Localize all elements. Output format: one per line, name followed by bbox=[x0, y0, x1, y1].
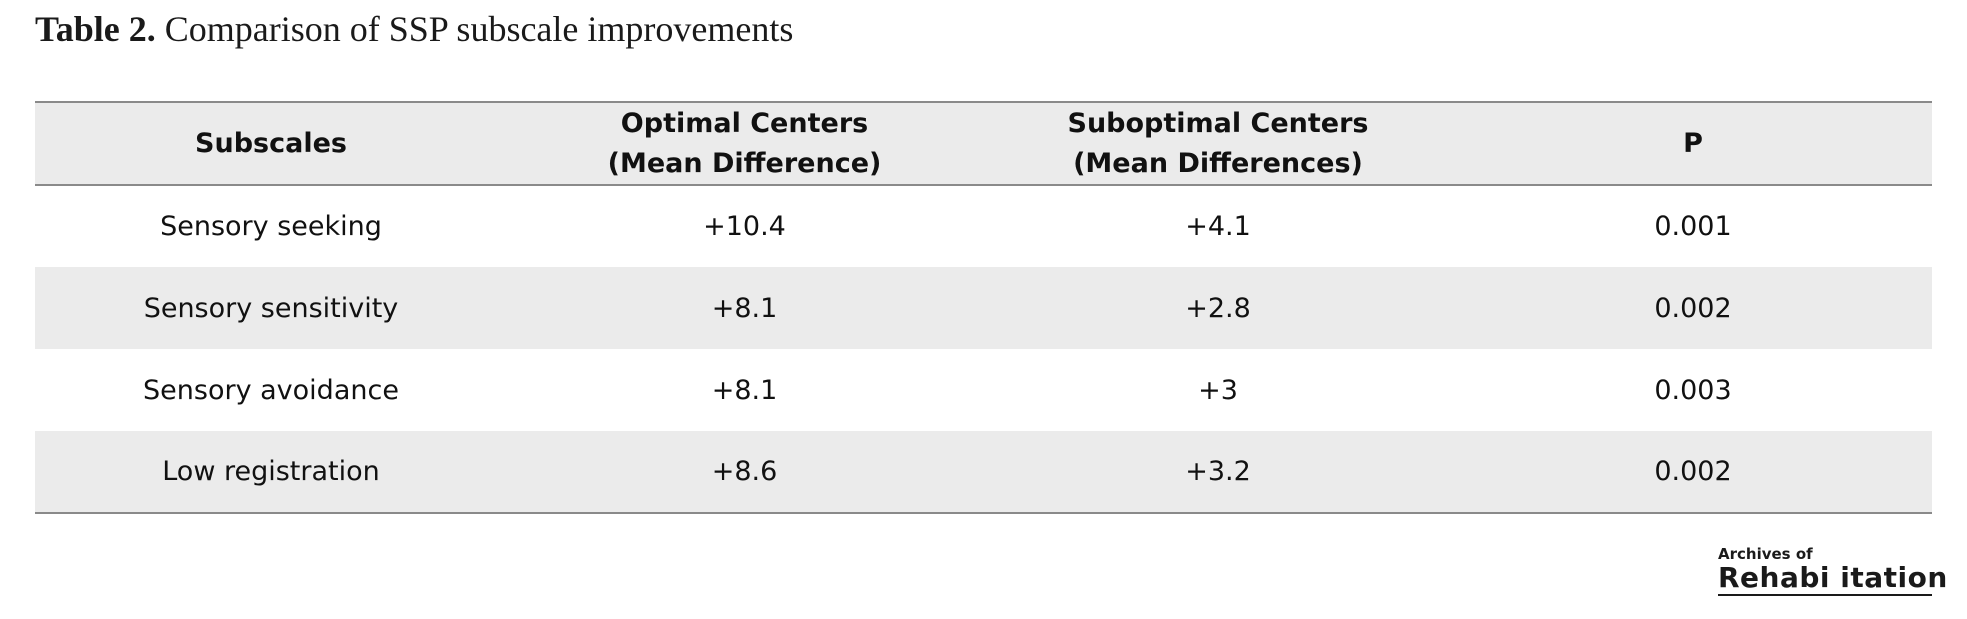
header-p-value: P bbox=[1454, 101, 1932, 186]
table-body: Sensory seeking +10.4 +4.1 0.001 Sensory… bbox=[35, 185, 1932, 514]
header-optimal-centers: Optimal Centers (Mean Difference) bbox=[507, 101, 982, 186]
cell-suboptimal: +2.8 bbox=[1185, 292, 1251, 324]
cell-optimal: +8.1 bbox=[711, 292, 778, 324]
header-row: Subscales Optimal Centers (Mean Differen… bbox=[35, 101, 1932, 186]
table-row: Sensory avoidance +8.1 +3 0.003 bbox=[35, 349, 1932, 431]
table-caption: Table 2. Comparison of SSP subscale impr… bbox=[35, 8, 793, 50]
cell-optimal: +10.4 bbox=[703, 211, 786, 242]
table-caption-label: Table 2. bbox=[35, 9, 156, 49]
header-suboptimal-centers: Suboptimal Centers (Mean Differences) bbox=[982, 101, 1454, 186]
cell-subscale: Sensory avoidance bbox=[143, 374, 399, 406]
cell-p: 0.002 bbox=[1454, 431, 1932, 514]
header-subscales: Subscales bbox=[35, 101, 507, 186]
cell-subscale: Low registration bbox=[35, 431, 507, 514]
cell-suboptimal: +3 bbox=[1198, 374, 1238, 406]
cell-subscale: Sensory seeking bbox=[160, 211, 382, 242]
header-optimal-line2: (Mean Difference) bbox=[607, 147, 882, 179]
journal-logo-big-text: Rehabi itation bbox=[1718, 561, 1948, 596]
cell-optimal: +8.6 bbox=[507, 431, 982, 514]
table-row: Low registration +8.6 +3.2 0.002 bbox=[35, 431, 1932, 514]
cell-suboptimal: +4.1 bbox=[1185, 211, 1251, 242]
header-p-line1: P bbox=[1683, 127, 1703, 159]
header-subscales-line1: Subscales bbox=[195, 127, 347, 159]
cell-p: 0.001 bbox=[1654, 211, 1732, 242]
header-suboptimal-line2: (Mean Differences) bbox=[1073, 147, 1363, 179]
cell-p: 0.003 bbox=[1654, 374, 1732, 406]
table-row: Sensory seeking +10.4 +4.1 0.001 bbox=[35, 185, 1932, 267]
journal-logo-small-text: Archives of bbox=[1718, 545, 1813, 563]
table-header: Subscales Optimal Centers (Mean Differen… bbox=[35, 101, 1932, 186]
cell-suboptimal: +3.2 bbox=[982, 431, 1454, 514]
header-suboptimal-line1: Suboptimal Centers bbox=[1067, 107, 1369, 139]
results-table: Subscales Optimal Centers (Mean Differen… bbox=[35, 101, 1932, 514]
header-optimal-line1: Optimal Centers bbox=[620, 107, 869, 139]
cell-subscale: Sensory sensitivity bbox=[143, 292, 399, 324]
cell-optimal: +8.1 bbox=[711, 374, 778, 406]
cell-p: 0.002 bbox=[1654, 292, 1732, 324]
table-caption-title: Comparison of SSP subscale improvements bbox=[164, 9, 794, 49]
journal-logo: Archives of Rehabi itation bbox=[1718, 545, 1948, 596]
table-row: Sensory sensitivity +8.1 +2.8 0.002 bbox=[35, 267, 1932, 349]
